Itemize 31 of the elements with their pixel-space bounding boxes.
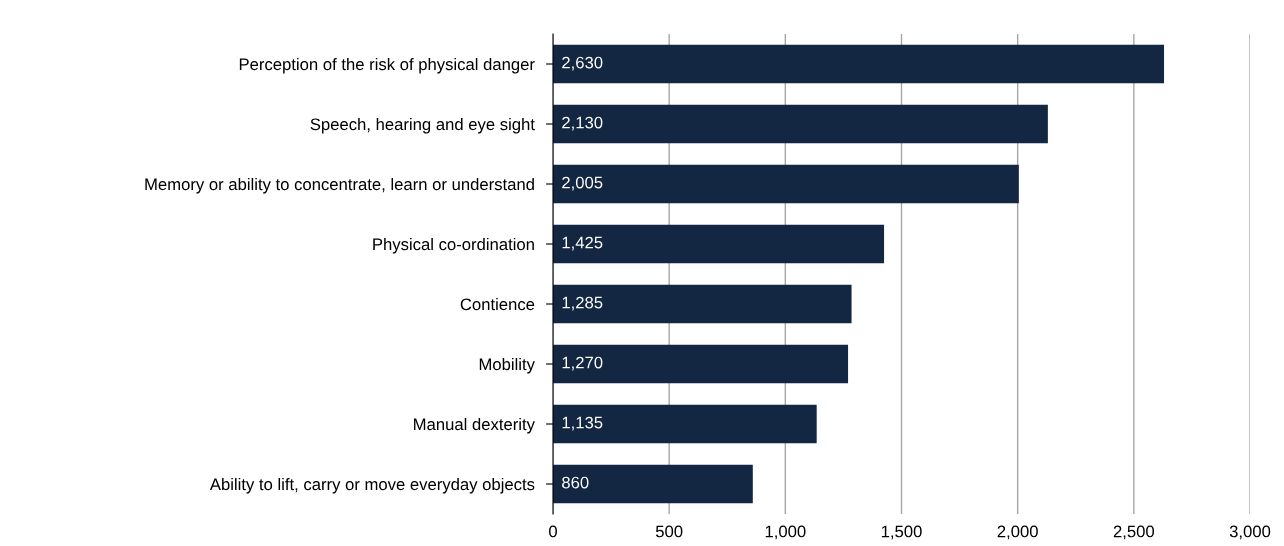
x-tick-label: 0 <box>549 525 557 538</box>
bar <box>553 464 753 504</box>
y-tick-label: Mobility <box>479 357 535 374</box>
y-tick-label: Memory or ability to concentrate, learn or understand <box>145 177 534 194</box>
bar <box>553 104 1048 144</box>
data-label: 860 <box>562 476 589 489</box>
x-tick-label: 2,500 <box>1113 525 1155 540</box>
data-label: 2,630 <box>562 56 603 71</box>
bar <box>553 224 885 264</box>
y-tick-label: Contience <box>460 297 535 311</box>
x-tick-label: 2,000 <box>997 525 1038 540</box>
y-tick-label: Perception of the risk of physical danger <box>239 57 535 74</box>
data-label: 2,005 <box>562 176 603 191</box>
y-tick-label: Speech, hearing and eye sight <box>310 117 535 134</box>
x-tick-label: 3,000 <box>1229 525 1271 540</box>
data-label: 2,130 <box>562 116 603 131</box>
bar <box>553 344 849 384</box>
x-tick-label: 1,500 <box>881 525 922 540</box>
data-label: 1,425 <box>562 236 603 251</box>
y-tick-label: Ability to lift, carry or move everyday objects <box>209 477 535 494</box>
x-tick-label: 1,000 <box>765 525 806 540</box>
data-label: 1,270 <box>562 356 603 371</box>
bar <box>553 164 1019 204</box>
data-label: 1,285 <box>562 296 603 311</box>
x-tick-label: 500 <box>655 525 683 538</box>
bar <box>553 44 1165 84</box>
bar <box>553 404 817 444</box>
y-tick-label: Manual dexterity <box>414 417 535 434</box>
bar <box>553 284 852 324</box>
y-tick-label: Physical co-ordination <box>373 237 534 254</box>
data-label: 1,135 <box>562 416 603 431</box>
